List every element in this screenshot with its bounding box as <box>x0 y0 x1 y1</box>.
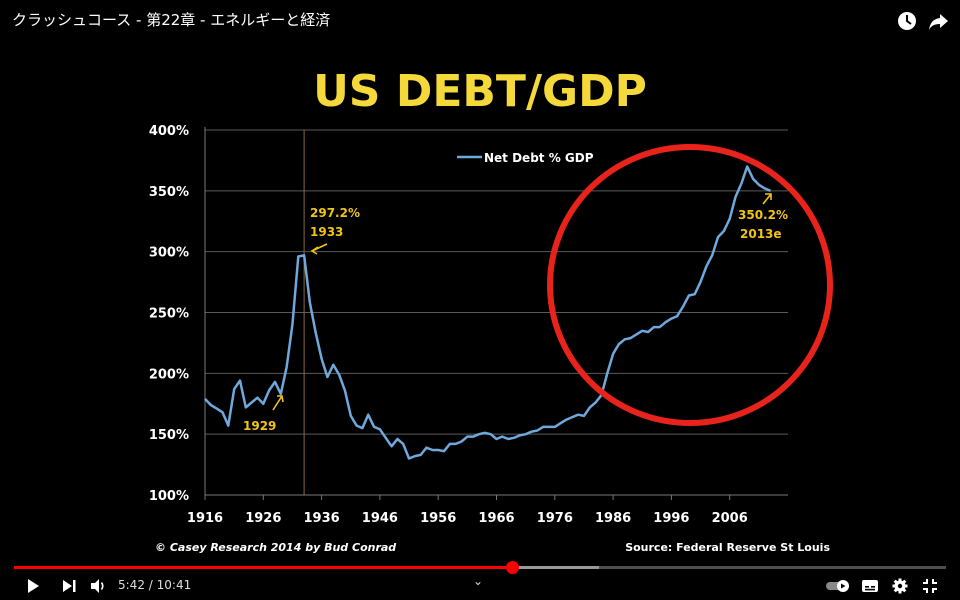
y-tick-label: 100% <box>149 489 189 504</box>
volume-icon <box>91 579 104 593</box>
annotation-arrow-2013 <box>762 193 772 205</box>
fullscreen-button[interactable] <box>920 575 940 597</box>
video-title[interactable]: クラッシュコース - 第22章 - エネルギーと経済 <box>12 11 331 29</box>
y-tick-label: 400% <box>149 124 189 139</box>
video-top-bar: クラッシュコース - 第22章 - エネルギーと経済 <box>0 0 960 44</box>
x-tick-label: 1916 <box>187 511 223 526</box>
autoplay-toggle[interactable] <box>824 575 852 597</box>
x-tick-label: 1996 <box>653 511 689 526</box>
chart-area[interactable]: US DEBT/GDP 100% 150% 200% 250% 300% 350% 400%… <box>0 44 960 564</box>
x-tick-label: 1966 <box>478 511 514 526</box>
x-tick-label: 2006 <box>712 511 748 526</box>
time-separator: / <box>144 578 157 592</box>
play-icon <box>28 579 39 593</box>
series-line-net-debt <box>204 165 771 460</box>
play-button[interactable] <box>22 575 44 597</box>
legend-label: Net Debt % GDP <box>484 151 594 165</box>
time-display: 5:42 / 10:41 <box>118 578 191 592</box>
autoplay-toggle-icon <box>826 580 849 592</box>
gear-icon <box>892 578 908 594</box>
annotation-2013-year: 2013e <box>740 227 782 241</box>
annotation-arrow-1929 <box>272 395 284 411</box>
annotation-arrow-1933 <box>310 243 328 255</box>
footer-copyright: © Casey Research 2014 by Bud Conrad <box>155 541 396 554</box>
x-tick-label: 1926 <box>245 511 281 526</box>
captions-icon <box>862 580 878 592</box>
x-tick-label: 1946 <box>362 511 398 526</box>
x-tick-label: 1956 <box>420 511 456 526</box>
y-tick-label: 300% <box>149 246 189 261</box>
x-tick-label: 1976 <box>537 511 573 526</box>
progress-bar[interactable] <box>14 561 946 574</box>
settings-button[interactable] <box>890 575 910 597</box>
progress-played <box>14 566 512 569</box>
captions-button[interactable] <box>860 575 880 597</box>
x-tick-label: 1936 <box>304 511 340 526</box>
highlight-circle <box>547 144 833 426</box>
x-tick-label: 1986 <box>595 511 631 526</box>
next-button[interactable] <box>58 575 80 597</box>
volume-button[interactable] <box>88 575 110 597</box>
annotation-peak-year: 1933 <box>310 225 343 239</box>
progress-scrubber[interactable] <box>505 561 519 574</box>
footer-source: Source: Federal Reserve St Louis <box>625 541 830 554</box>
chevron-down-icon[interactable]: ⌄ <box>473 574 484 588</box>
share-arrow-icon[interactable] <box>927 10 949 32</box>
exit-fullscreen-icon <box>923 579 937 593</box>
clock-icon[interactable] <box>896 10 918 32</box>
annotation-1929: 1929 <box>243 419 276 433</box>
annotation-peak-value: 297.2% <box>310 206 360 220</box>
duration: 10:41 <box>156 578 192 592</box>
y-tick-label: 200% <box>149 367 189 382</box>
y-tick-label: 150% <box>149 428 189 443</box>
current-time: 5:42 <box>118 578 145 592</box>
y-tick-label: 350% <box>149 185 189 200</box>
player-controls: 5:42 / 10:41 ⌄ <box>0 572 960 600</box>
annotation-2013-value: 350.2% <box>738 208 788 222</box>
skip-next-icon <box>63 580 76 592</box>
chart-title: US DEBT/GDP <box>313 66 647 117</box>
debt-gdp-chart: US DEBT/GDP 100% 150% 200% 250% 300% 350% 400%… <box>149 66 833 554</box>
y-tick-label: 250% <box>149 307 189 322</box>
